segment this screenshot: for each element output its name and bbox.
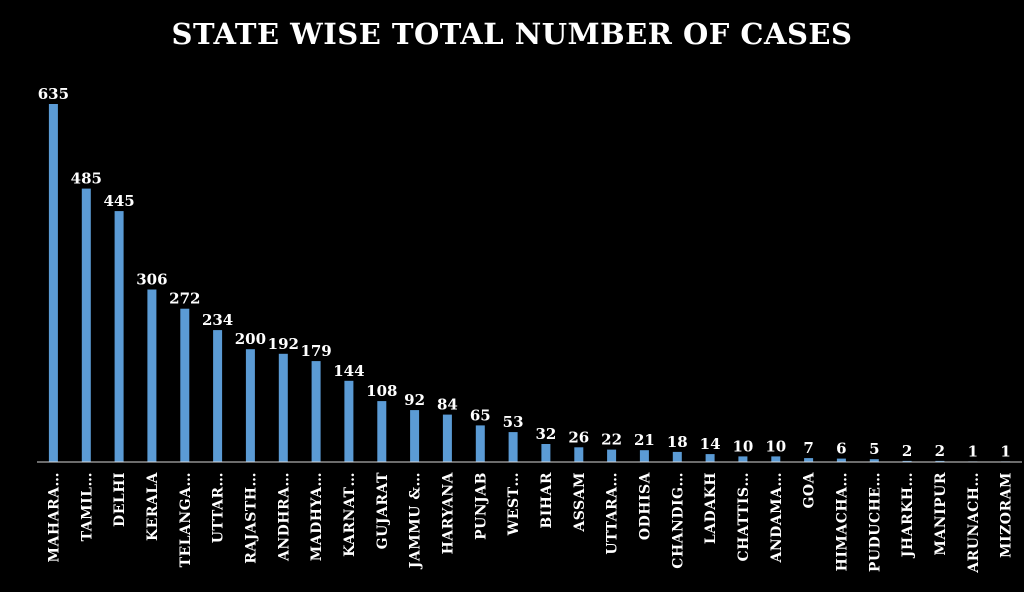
bar-18 [639, 450, 649, 462]
value-label-29: 1 [1000, 442, 1010, 460]
category-label-4: TELANGA… [178, 472, 194, 567]
value-label-14: 53 [503, 413, 524, 431]
value-label-15: 32 [535, 425, 556, 443]
bar-2 [114, 211, 124, 462]
bar-12 [442, 414, 452, 462]
category-label-27: MANIPUR [933, 472, 949, 556]
category-label-28: ARUNACH… [966, 472, 982, 574]
bar-16 [574, 447, 584, 462]
category-label-5: UTTAR… [211, 472, 227, 543]
category-label-19: CHANDIG… [670, 472, 686, 569]
category-label-2: DELHI [112, 472, 128, 527]
category-label-9: KARNAT… [342, 472, 358, 557]
category-label-3: KERALA [145, 471, 161, 541]
bar-13 [475, 425, 485, 462]
bar-20 [705, 454, 715, 462]
bars-group [48, 104, 1011, 462]
category-label-0: MAHARA… [46, 472, 62, 562]
value-label-12: 84 [437, 396, 458, 414]
value-label-9: 144 [333, 362, 364, 380]
value-label-0: 635 [38, 85, 69, 103]
category-label-10: GUJARAT [375, 472, 391, 549]
bar-0 [48, 104, 58, 462]
bar-9 [344, 380, 354, 462]
value-label-13: 65 [470, 406, 491, 424]
value-label-26: 2 [902, 442, 912, 460]
value-label-19: 18 [667, 433, 688, 451]
bar-25 [869, 459, 879, 462]
category-label-14: WEST… [506, 472, 522, 536]
category-label-11: JAMMU &… [408, 472, 424, 570]
category-label-18: ODHISA [637, 471, 653, 540]
value-label-17: 22 [601, 431, 622, 449]
category-label-7: ANDHRA… [276, 472, 292, 562]
category-label-16: ASSAM [572, 472, 588, 533]
category-label-23: GOA [802, 471, 818, 508]
value-label-21: 10 [732, 437, 753, 455]
bar-17 [607, 449, 617, 462]
value-label-22: 10 [765, 437, 786, 455]
category-label-6: RAJASTH… [243, 472, 259, 564]
bar-15 [541, 444, 551, 462]
value-label-25: 5 [869, 440, 879, 458]
category-label-8: MADHYA… [309, 472, 325, 561]
value-label-5: 234 [202, 311, 233, 329]
bar-14 [508, 432, 518, 462]
category-label-20: LADAKH [703, 472, 719, 544]
bar-23 [804, 458, 814, 462]
value-label-20: 14 [700, 435, 721, 453]
category-label-29: MIZORAM [999, 472, 1015, 558]
category-label-25: PUDUCHE… [867, 472, 883, 572]
category-label-21: CHATTIS… [736, 472, 752, 561]
bar-19 [672, 451, 682, 462]
bar-3 [147, 289, 157, 462]
bar-8 [311, 361, 321, 462]
bar-22 [771, 456, 781, 462]
value-label-16: 26 [568, 428, 589, 446]
bar-24 [836, 458, 846, 462]
bar-21 [738, 456, 748, 462]
value-label-11: 92 [404, 391, 425, 409]
bar-5 [213, 330, 223, 462]
category-label-22: ANDAMA… [769, 472, 785, 564]
category-label-13: PUNJAB [473, 472, 489, 540]
value-label-6: 200 [235, 330, 266, 348]
category-label-17: UTTARA… [605, 472, 621, 555]
value-label-10: 108 [366, 382, 397, 400]
value-label-27: 2 [935, 442, 945, 460]
category-label-12: HARYANA [440, 471, 456, 554]
bar-11 [410, 410, 420, 462]
value-label-4: 272 [169, 290, 200, 308]
value-label-7: 192 [268, 335, 299, 353]
category-label-26: JHARKH… [900, 472, 916, 559]
value-label-24: 6 [836, 440, 846, 458]
category-label-15: BIHAR [539, 472, 555, 529]
category-labels-group: MAHARA… TAMIL… DELHI KERALA TELANGA… UTTAR… RA… [46, 471, 1014, 573]
bar-7 [278, 353, 288, 462]
value-label-18: 21 [634, 431, 655, 449]
bar-27 [935, 460, 945, 462]
category-label-1: TAMIL… [79, 472, 95, 541]
value-label-1: 485 [71, 170, 102, 188]
value-label-28: 1 [968, 442, 978, 460]
category-label-24: HIMACHA… [834, 472, 850, 571]
value-label-2: 445 [103, 192, 134, 210]
bar-1 [81, 188, 91, 462]
value-label-3: 306 [136, 271, 167, 289]
value-label-8: 179 [300, 342, 331, 360]
value-label-23: 7 [803, 439, 813, 457]
bar-6 [245, 349, 255, 462]
chart-title: STATE WISE TOTAL NUMBER OF CASES [172, 17, 853, 51]
bar-26 [902, 460, 912, 462]
bar-10 [377, 401, 387, 462]
bar-4 [180, 308, 190, 462]
